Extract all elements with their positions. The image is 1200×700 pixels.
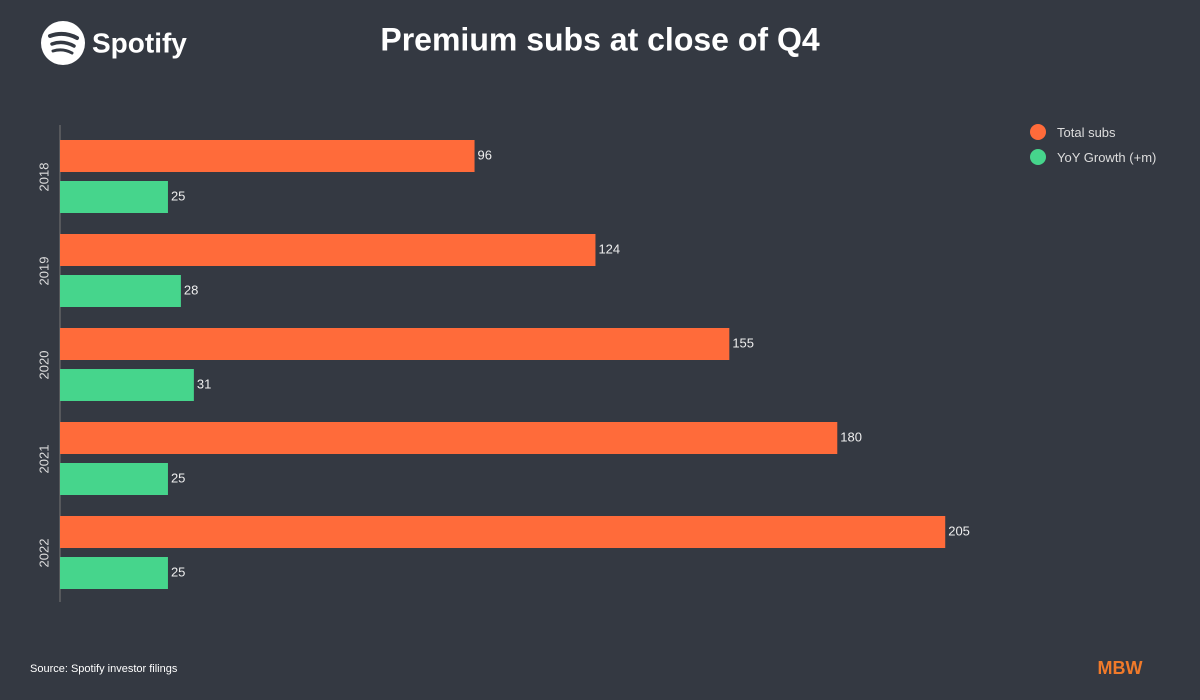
bar [60,463,168,495]
brand: Spotify [92,27,187,58]
data-label: 96 [478,147,492,162]
bar [60,516,946,548]
data-label: 25 [171,470,185,485]
legend-item: YoY Growth (+m) [1030,149,1160,166]
bar [60,328,730,360]
y-tick-label: 2018 [36,163,51,192]
bar [60,181,168,213]
data-label: 124 [598,241,620,256]
source: Source: Spotify investor filings [30,663,178,675]
legend-swatch [1030,124,1046,140]
y-tick-label: 2021 [36,445,51,474]
chart-title: Premium subs at close of Q4 [380,21,819,57]
legend-item: Total subs [1030,124,1160,141]
data-label: 180 [840,429,862,444]
data-label: 25 [171,564,185,579]
bar [60,422,838,454]
data-label: 31 [197,376,211,391]
bar [60,557,168,589]
legend-swatch [1030,149,1046,165]
logo-icon [41,21,85,65]
publisher: MBW [1098,658,1143,678]
data-label: 155 [732,335,754,350]
legend: Total subs YoY Growth (+m) [1030,124,1160,174]
y-tick-label: 2020 [36,351,51,380]
data-label: 28 [184,282,198,297]
bar [60,275,181,307]
y-tick-label: 2019 [36,257,51,286]
data-label: 205 [948,523,970,538]
bar [60,369,194,401]
bar [60,140,475,172]
data-label: 25 [171,188,185,203]
bar [60,234,596,266]
legend-label: YoY Growth (+m) [1057,150,1157,165]
y-tick-label: 2022 [36,539,51,568]
legend-label: Total subs [1057,125,1116,140]
